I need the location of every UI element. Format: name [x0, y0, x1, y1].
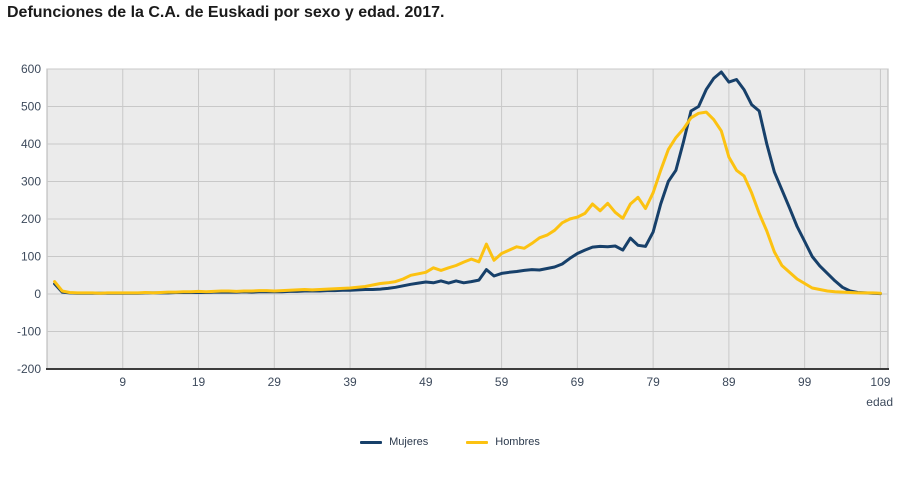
x-tick-label: 39 — [343, 375, 357, 389]
hombres-legend-label: Hombres — [495, 436, 540, 448]
x-tick-label: 59 — [495, 375, 509, 389]
x-tick-label: 79 — [646, 375, 660, 389]
legend-item-hombres: Hombres — [466, 436, 540, 448]
legend-item-mujeres: Mujeres — [360, 436, 428, 448]
y-tick-label: 200 — [21, 212, 41, 226]
y-tick-label: -100 — [17, 325, 41, 339]
x-tick-label: 49 — [419, 375, 433, 389]
x-tick-label: 109 — [870, 375, 890, 389]
y-tick-label: 100 — [21, 250, 41, 264]
x-tick-label: 89 — [722, 375, 736, 389]
hombres-line — [53, 110, 882, 295]
x-tick-label: 99 — [798, 375, 812, 389]
y-tick-label: 0 — [34, 287, 41, 301]
x-axis-label: edad — [866, 395, 893, 409]
chart-title: Defunciones de la C.A. de Euskadi por se… — [7, 4, 445, 21]
y-tick-label: 600 — [21, 62, 41, 76]
x-tick-label: 9 — [119, 375, 126, 389]
mujeres-legend-label: Mujeres — [389, 436, 429, 448]
y-tick-label: 400 — [21, 137, 41, 151]
y-tick-label: -200 — [17, 362, 41, 376]
mujeres-line-swatch — [360, 440, 383, 444]
y-tick-label: 300 — [21, 175, 41, 189]
hombres-line-swatch — [466, 440, 489, 444]
y-tick-label: 500 — [21, 100, 41, 114]
x-tick-label: 29 — [268, 375, 282, 389]
x-tick-label: 19 — [192, 375, 206, 389]
legend: Mujeres Hombres — [0, 436, 900, 448]
x-tick-label: 69 — [571, 375, 585, 389]
